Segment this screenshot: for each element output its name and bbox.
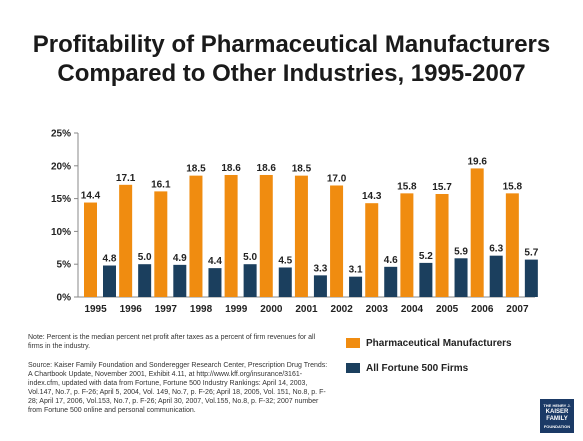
x-tick-label: 2007 — [506, 304, 529, 315]
data-label-pharmaceutical: 18.5 — [186, 164, 206, 175]
data-label-fortune500: 5.7 — [524, 248, 538, 259]
data-label-pharmaceutical: 18.5 — [292, 164, 312, 175]
x-tick-label: 2006 — [471, 304, 494, 315]
bar-pharmaceutical — [224, 174, 238, 297]
bar-pharmaceutical — [400, 193, 414, 297]
x-tick-label: 1999 — [225, 304, 248, 315]
bar-fortune500 — [489, 255, 503, 297]
bar-pharmaceutical — [189, 175, 203, 297]
data-label-pharmaceutical: 18.6 — [221, 163, 241, 174]
x-tick-label: 1996 — [120, 304, 143, 315]
bar-pharmaceutical — [259, 174, 273, 297]
data-label-pharmaceutical: 15.8 — [503, 181, 523, 192]
legend-swatch-pharma — [346, 338, 360, 348]
bar-pharmaceutical — [330, 185, 344, 297]
x-tick-label: 1998 — [190, 304, 213, 315]
chart-title-line-1: Profitability of Pharmaceutical Manufact… — [32, 31, 551, 58]
data-label-fortune500: 5.0 — [138, 252, 152, 263]
bar-fortune500 — [454, 258, 468, 297]
data-label-pharmaceutical: 15.8 — [397, 181, 417, 192]
data-label-fortune500: 5.0 — [243, 252, 257, 263]
data-label-pharmaceutical: 17.1 — [116, 173, 136, 184]
y-tick-label: 10% — [51, 227, 71, 238]
bar-pharmaceutical — [84, 202, 97, 297]
legend: Pharmaceutical Manufacturers All Fortune… — [346, 336, 546, 386]
x-tick-label: 1997 — [155, 304, 178, 315]
data-label-fortune500: 4.9 — [173, 253, 187, 264]
bar-fortune500 — [278, 267, 292, 297]
data-label-pharmaceutical: 15.7 — [432, 182, 452, 193]
data-label-fortune500: 4.5 — [278, 255, 292, 266]
bar-pharmaceutical — [505, 193, 519, 297]
x-tick-label: 2001 — [295, 304, 318, 315]
logo-line-2: KAISER — [545, 409, 569, 415]
bar-pharmaceutical — [435, 194, 449, 297]
data-label-pharmaceutical: 16.1 — [151, 179, 171, 190]
chart-source: Source: Kaiser Family Foundation and Son… — [28, 362, 328, 414]
bar-fortune500 — [313, 275, 327, 297]
legend-item-fortune500: All Fortune 500 Firms — [346, 361, 546, 375]
data-label-pharmaceutical: 18.6 — [257, 163, 277, 174]
legend-swatch-fortune500 — [346, 363, 360, 373]
bar-fortune500 — [524, 259, 538, 297]
bar-fortune500 — [173, 264, 187, 297]
x-tick-label: 2005 — [436, 304, 459, 315]
kaiser-logo: THE HENRY J. KAISER FAMILY FOUNDATION — [540, 399, 574, 433]
bar-pharmaceutical — [294, 175, 308, 297]
legend-item-pharma: Pharmaceutical Manufacturers — [346, 336, 546, 350]
chart-note: Note: Percent is the median percent net … — [28, 334, 316, 350]
x-tick-label: 2002 — [331, 304, 354, 315]
x-tick-label: 2000 — [260, 304, 283, 315]
y-tick-label: 0% — [57, 293, 72, 304]
data-label-pharmaceutical: 14.3 — [362, 191, 382, 202]
legend-label-pharma: Pharmaceutical Manufacturers — [366, 337, 512, 349]
data-label-fortune500: 3.3 — [313, 263, 327, 274]
data-label-fortune500: 5.2 — [419, 251, 433, 262]
bar-pharmaceutical — [154, 191, 168, 297]
data-label-pharmaceutical: 19.6 — [467, 156, 487, 167]
y-tick-label: 20% — [51, 161, 71, 172]
data-label-fortune500: 4.8 — [103, 254, 117, 265]
bar-pharmaceutical — [119, 184, 133, 297]
data-label-pharmaceutical: 17.0 — [327, 173, 347, 184]
data-label-fortune500: 4.6 — [384, 255, 398, 266]
bar-fortune500 — [349, 276, 363, 297]
bar-fortune500 — [419, 262, 433, 297]
bar-fortune500 — [138, 264, 152, 297]
y-tick-label: 5% — [57, 260, 72, 271]
bar-fortune500 — [384, 266, 398, 297]
chart-title: Profitability of Pharmaceutical Manufact… — [0, 30, 583, 88]
y-tick-label: 15% — [51, 194, 71, 205]
logo-line-4: FOUNDATION — [543, 424, 571, 429]
data-label-fortune500: 5.9 — [454, 246, 468, 257]
y-tick-label: 25% — [51, 129, 71, 140]
data-label-pharmaceutical: 14.4 — [81, 191, 101, 202]
x-tick-label: 1995 — [84, 304, 107, 315]
x-tick-label: 2004 — [401, 304, 424, 315]
bar-fortune500 — [103, 265, 116, 297]
bar-fortune500 — [208, 268, 222, 297]
data-label-fortune500: 3.1 — [349, 265, 363, 276]
bar-pharmaceutical — [470, 168, 484, 297]
legend-label-fortune500: All Fortune 500 Firms — [366, 362, 469, 374]
data-label-fortune500: 4.4 — [208, 256, 222, 267]
data-label-fortune500: 6.3 — [489, 244, 503, 255]
bar-fortune500 — [243, 264, 257, 297]
logo-line-3: FAMILY — [546, 416, 568, 422]
bar-pharmaceutical — [365, 203, 379, 297]
x-tick-label: 2003 — [366, 304, 389, 315]
chart-title-line-2: Compared to Other Industries, 1995-2007 — [57, 60, 526, 87]
logo-line-1: THE HENRY J. — [543, 403, 571, 408]
